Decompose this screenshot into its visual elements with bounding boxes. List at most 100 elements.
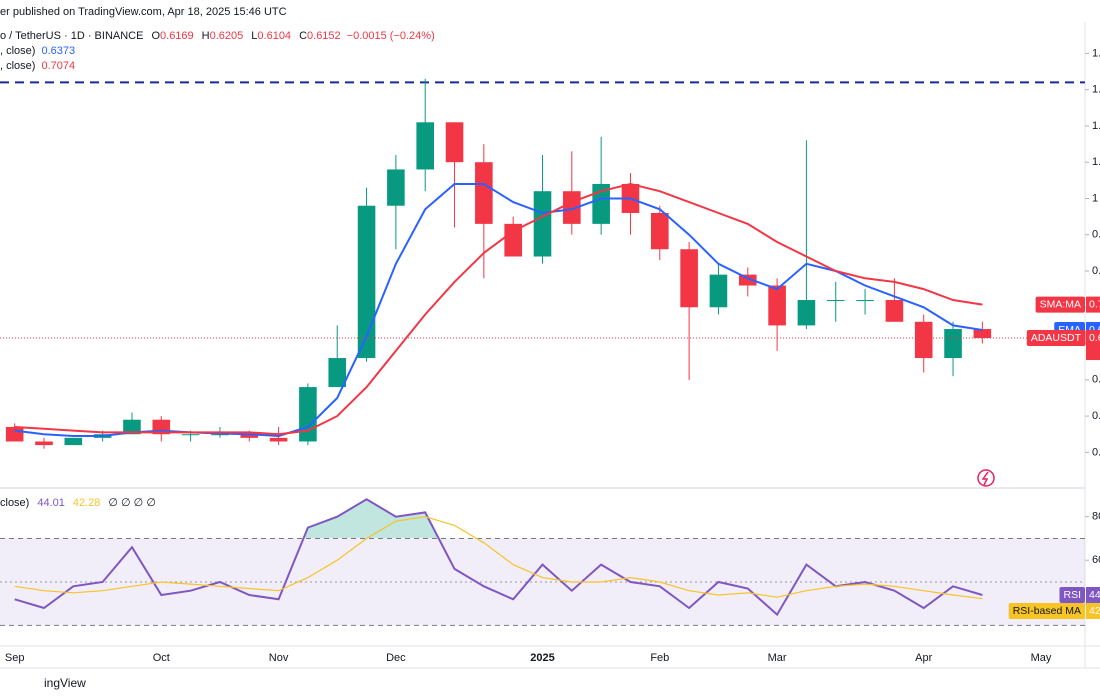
candle-body [35,441,53,446]
candle-body [357,205,376,359]
published-note: er published on TradingView.com, Apr 18,… [0,6,287,18]
footer-brand: ingView [44,676,86,690]
x-tick-label: Oct [153,652,170,664]
rsi-value-box [1086,602,1100,619]
rsi-legend: close) 44.01 42.28 ∅ ∅ ∅ ∅ [0,497,156,509]
candle-body [738,274,757,286]
rsi-overbought-fill [303,499,439,538]
rsi-label-box [1059,586,1085,603]
candle-body [826,300,845,302]
candle-body [651,212,669,250]
price-value-box [1086,296,1100,313]
candle-body [240,434,259,438]
rsi-value: 44.01 [1089,589,1100,601]
candle-body [328,358,347,388]
candle-body [504,223,522,257]
candle-body [475,162,493,224]
indicator-legend: , close) 0.7074 [0,60,75,72]
quote-key: L [251,30,257,42]
y-tick-label: 0.4 [1092,410,1100,422]
legend-value: 44.01 [37,497,65,509]
quote-change: −0.0015 (−0.24%) [347,30,435,42]
legend-text: close) [0,497,29,509]
y-tick-label: 0.3 [1092,446,1100,458]
y-tick-label: 1 [1092,192,1098,204]
y-tick-label: 1.2 [1092,120,1100,132]
y-tick-label: 80 [1092,511,1100,523]
rsi-line [14,498,983,617]
y-tick-label: 0.8 [1092,265,1100,277]
live-icon [977,469,995,487]
candle-body [5,426,24,442]
price-value: 0.6373 [1089,324,1100,336]
symbol-label: ADAUSDT [1031,332,1082,344]
x-tick-label: Dec [386,652,406,664]
candle-body [885,300,904,322]
rsi-label-name: RSI [1063,589,1081,601]
rsi-label-box [1008,602,1085,619]
candle-body [299,387,317,442]
price-value: 0.7074 [1089,298,1100,310]
candle-body [856,300,874,302]
legend-value: 0.7074 [41,60,75,72]
rsi-value: 42.28 [1089,605,1100,617]
x-tick-label: Sep [5,652,25,664]
candle-body [181,434,200,436]
x-tick-label: Feb [650,652,669,664]
x-tick-label: 2025 [530,652,554,664]
x-tick-label: May [1031,652,1052,664]
candle-body [211,434,229,436]
symbol-line: o / TetherUS · 1D · BINANCE O0.6169 H0.620… [0,30,435,42]
price-label-name: SMA:MA [1040,298,1081,310]
y-tick-label: 0.9 [1092,229,1100,241]
y-tick-label: 0.5 [1092,374,1100,386]
candle-body [64,437,83,446]
candle-body [944,329,962,359]
quote-key: C [299,30,307,42]
quote-value: 0.6205 [210,30,244,42]
y-tick-label: 1.3 [1092,84,1100,96]
x-tick-label: Apr [915,652,932,664]
candle-body [768,285,786,326]
candle-body [592,183,610,224]
rsi-label-name: RSI-based MA [1013,605,1081,617]
candle-body [445,122,464,163]
indicator-legend: , close) 0.6373 [0,45,75,57]
legend-text: , close) [0,45,35,57]
legend-extra: ∅ ∅ ∅ ∅ [108,497,156,509]
legend-text: , close) [0,60,35,72]
candle-body [973,329,992,339]
quote-key: H [202,30,210,42]
ma-line [14,182,983,436]
y-tick-label: 60 [1092,554,1100,566]
candle-body [914,321,933,359]
rsi-value-box [1086,586,1100,603]
x-tick-label: Nov [269,652,289,664]
y-tick-label: 1.1 [1092,156,1100,168]
candle-body [563,191,581,224]
candle-body [680,249,698,308]
candle-body [269,437,288,442]
x-tick-label: Mar [768,652,787,664]
last-price: 0.6152 [1089,332,1100,344]
symbol-label-box [1026,330,1086,347]
quote-value: 0.6169 [160,30,194,42]
candle-body [387,169,405,206]
candle-body [797,300,816,326]
quote-value: 0.6104 [257,30,291,42]
legend-value: 0.6373 [41,45,75,57]
candle-body [533,191,552,257]
symbol: o / TetherUS · 1D · BINANCE [0,30,143,42]
rsi-line [14,516,983,600]
last-price-box [1086,330,1100,361]
candle-body [123,419,141,435]
candle-body [416,122,434,170]
y-tick-label: 1.4 [1092,47,1100,59]
price-label-box [1035,296,1085,313]
quote-value: 0.6152 [307,30,341,42]
quote-key: O [151,30,160,42]
candle-body [709,274,728,308]
legend-value: 42.28 [73,497,101,509]
